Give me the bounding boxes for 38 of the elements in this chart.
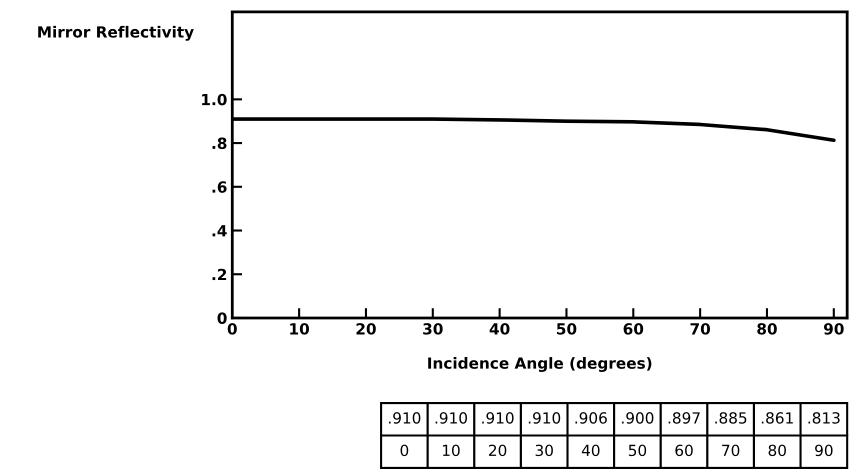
text: .910: [436, 412, 467, 424]
x-tick-label: 40: [490, 323, 510, 335]
text: .885: [715, 412, 746, 424]
text: 10: [442, 444, 460, 456]
text: .861: [762, 412, 793, 424]
x-tick-label: 30: [423, 323, 443, 335]
y-axis-title: Mirror Reflectivity: [38, 26, 194, 41]
text: 80: [768, 444, 786, 456]
x-tick-label: 70: [690, 323, 710, 335]
x-tick-label: 10: [290, 323, 310, 335]
y-tick-label: .4: [212, 225, 227, 236]
text: 0: [400, 444, 408, 456]
text: 60: [675, 444, 693, 456]
y-tick-label: .8: [212, 138, 226, 150]
text: 50: [628, 444, 646, 456]
x-axis-title: Incidence Angle (degrees): [428, 357, 652, 372]
text: 30: [536, 444, 553, 456]
y-tick-label: .6: [212, 181, 227, 193]
text: .910: [389, 412, 420, 424]
text: .910: [528, 412, 560, 424]
x-tick-label: 0: [228, 323, 237, 335]
text: .897: [668, 412, 700, 424]
x-tick-label: 90: [824, 323, 844, 335]
x-tick-label: 60: [624, 323, 644, 335]
text: .813: [808, 412, 840, 424]
x-tick-label: 80: [757, 323, 777, 335]
y-tick-label: .2: [212, 268, 226, 280]
text: 90: [815, 444, 833, 456]
text: .906: [575, 412, 607, 424]
x-tick-label: 50: [557, 323, 576, 335]
text: .900: [622, 412, 654, 424]
y-tick-label: 1.0: [202, 94, 227, 106]
x-tick-label: 20: [356, 323, 376, 335]
y-tick-label: 0: [218, 312, 227, 324]
text: 70: [722, 444, 740, 456]
text: 20: [489, 444, 506, 456]
text: 40: [582, 444, 600, 456]
text: .910: [482, 412, 514, 424]
